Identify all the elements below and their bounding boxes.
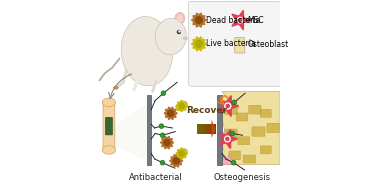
Circle shape xyxy=(230,131,235,136)
Polygon shape xyxy=(211,120,215,138)
Text: Live bacteria: Live bacteria xyxy=(206,39,256,48)
Circle shape xyxy=(161,91,166,96)
FancyBboxPatch shape xyxy=(249,105,261,114)
FancyBboxPatch shape xyxy=(235,38,245,53)
Circle shape xyxy=(179,103,184,109)
Circle shape xyxy=(239,19,242,22)
Polygon shape xyxy=(219,129,238,149)
Circle shape xyxy=(164,140,170,146)
Circle shape xyxy=(232,100,237,105)
Circle shape xyxy=(195,40,202,47)
Polygon shape xyxy=(160,136,174,149)
FancyBboxPatch shape xyxy=(197,124,200,134)
FancyBboxPatch shape xyxy=(204,124,207,134)
FancyBboxPatch shape xyxy=(189,1,281,86)
Text: Dead bacteria: Dead bacteria xyxy=(206,16,260,25)
Polygon shape xyxy=(113,102,147,161)
FancyBboxPatch shape xyxy=(201,124,203,134)
FancyBboxPatch shape xyxy=(203,124,205,134)
Ellipse shape xyxy=(114,86,118,89)
Ellipse shape xyxy=(175,12,185,24)
Circle shape xyxy=(226,104,229,108)
FancyBboxPatch shape xyxy=(236,113,248,121)
Circle shape xyxy=(159,124,164,128)
FancyBboxPatch shape xyxy=(103,101,115,151)
Circle shape xyxy=(225,136,230,142)
Text: Recover: Recover xyxy=(186,106,227,115)
FancyBboxPatch shape xyxy=(217,95,222,164)
Ellipse shape xyxy=(176,101,187,111)
Polygon shape xyxy=(191,37,206,51)
FancyBboxPatch shape xyxy=(206,124,209,134)
Polygon shape xyxy=(222,153,231,164)
FancyBboxPatch shape xyxy=(225,129,237,138)
Circle shape xyxy=(237,17,243,23)
Circle shape xyxy=(195,17,202,23)
Polygon shape xyxy=(219,96,239,116)
Text: MSC: MSC xyxy=(248,16,264,25)
FancyBboxPatch shape xyxy=(225,105,238,114)
Ellipse shape xyxy=(102,98,116,107)
Circle shape xyxy=(225,103,231,109)
FancyBboxPatch shape xyxy=(210,124,212,134)
FancyBboxPatch shape xyxy=(199,124,201,134)
Polygon shape xyxy=(222,91,280,164)
Circle shape xyxy=(179,151,184,156)
FancyBboxPatch shape xyxy=(252,127,265,136)
Ellipse shape xyxy=(102,146,116,154)
Circle shape xyxy=(168,110,174,116)
FancyBboxPatch shape xyxy=(105,117,112,135)
Polygon shape xyxy=(170,155,183,167)
FancyBboxPatch shape xyxy=(208,124,211,134)
Circle shape xyxy=(160,133,165,138)
Polygon shape xyxy=(176,100,187,112)
Circle shape xyxy=(178,31,180,33)
FancyBboxPatch shape xyxy=(212,124,214,134)
Ellipse shape xyxy=(155,18,186,55)
FancyBboxPatch shape xyxy=(267,123,279,133)
Ellipse shape xyxy=(176,148,187,158)
Polygon shape xyxy=(232,10,250,30)
FancyBboxPatch shape xyxy=(243,155,256,163)
Text: Osteogenesis: Osteogenesis xyxy=(213,173,270,182)
Ellipse shape xyxy=(121,17,173,86)
Ellipse shape xyxy=(177,14,183,22)
Circle shape xyxy=(173,158,179,164)
FancyBboxPatch shape xyxy=(229,151,240,160)
Circle shape xyxy=(226,137,229,140)
FancyBboxPatch shape xyxy=(238,137,250,145)
Circle shape xyxy=(179,31,180,32)
FancyBboxPatch shape xyxy=(214,124,216,134)
Circle shape xyxy=(231,160,236,165)
Circle shape xyxy=(160,160,165,165)
FancyBboxPatch shape xyxy=(260,109,271,117)
Ellipse shape xyxy=(183,37,187,40)
FancyBboxPatch shape xyxy=(260,146,271,154)
Text: Osteoblast: Osteoblast xyxy=(248,40,289,49)
Text: Antibacterial: Antibacterial xyxy=(129,173,183,182)
Polygon shape xyxy=(191,13,206,27)
Polygon shape xyxy=(164,107,177,120)
Polygon shape xyxy=(176,148,187,159)
FancyBboxPatch shape xyxy=(147,95,151,164)
